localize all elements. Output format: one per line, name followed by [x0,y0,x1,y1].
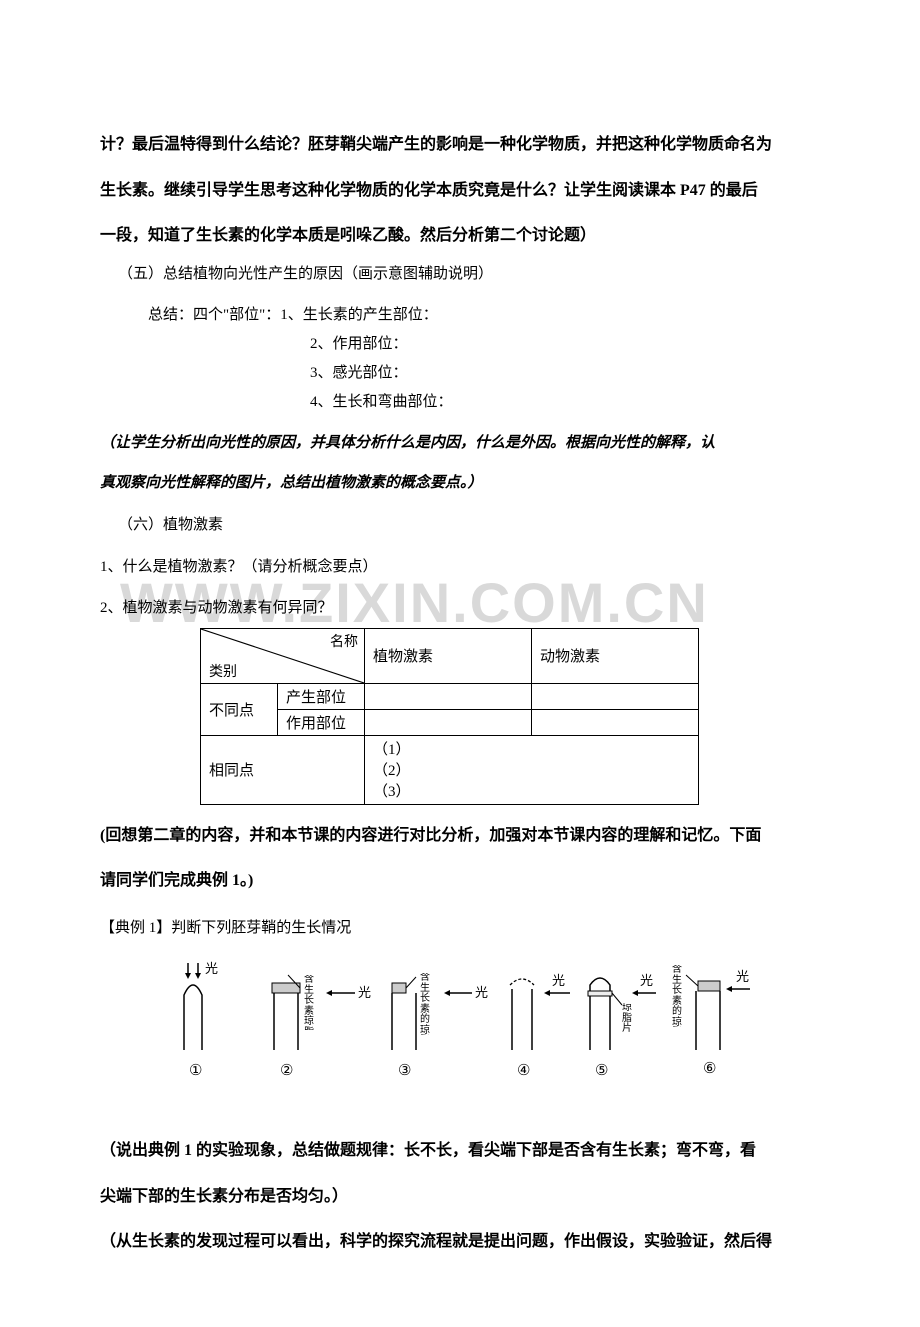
diagram-svg: 光 ① 含生长素琼脂块 光 ② [170,955,750,1095]
same-1: （1） [373,738,690,759]
diagram-item-4: 光 ④ [510,973,570,1079]
diagram-num-5: ⑤ [595,1063,608,1079]
col-plant: 植物激素 [365,628,532,683]
diagram-block-2: 含生长素的琼脂块 [418,973,432,1035]
diagram-item-3: 含生长素的琼脂块 光 ③ [392,973,488,1079]
section5-title: （五）总结植物向光性产生的原因（画示意图辅助说明） [100,261,820,288]
cell-empty [365,683,532,709]
section6-q1: 1、什么是植物激素？（请分析概念要点） [100,554,820,581]
hormone-table: 名称 类别 植物激素 动物激素 不同点 产生部位 作用部位 相同点 （1 [200,628,699,805]
diagram-light-2: 光 [358,985,371,1000]
diagram-block-1: 含生长素琼脂块 [302,975,316,1030]
diagram-num-4: ④ [517,1063,530,1079]
diagram-item-6: 含生长素的琼脂块 光 ⑥ [670,965,750,1077]
section6-title: （六）植物激素 [100,512,820,539]
cell-empty [365,709,532,735]
recall-line-1: (回想第二章的内容，并和本节课的内容进行对比分析，加强对本节课内容的理解和记忆。… [100,815,820,857]
section6-q2: 2、植物激素与动物激素有何异同？ [100,595,820,622]
diagram-num-1: ① [189,1063,202,1079]
recall-line-2: 请同学们完成典例 1。) [100,860,820,902]
coleoptile-diagram: 光 ① 含生长素琼脂块 光 ② [100,955,820,1100]
same-2: （2） [373,759,690,780]
diagram-num-3: ③ [398,1063,411,1079]
diagram-num-2: ② [280,1063,293,1079]
diagram-item-1: 光 ① [184,961,218,1079]
row-diff-a: 产生部位 [278,683,365,709]
diagram-light-1: 光 [205,961,218,976]
table-row: 不同点 产生部位 [201,683,699,709]
intro-line-1: 计？最后温特得到什么结论？胚芽鞘尖端产生的影响是一种化学物质，并把这种化学物质命… [100,124,820,166]
diagram-agar-slice: 琼脂片 [620,1003,634,1035]
col-animal: 动物激素 [532,628,699,683]
diagram-num-6: ⑥ [703,1061,716,1077]
diagram-light-5: 光 [640,973,653,988]
intro-line-3: 一段，知道了生长素的化学本质是吲哚乙酸。然后分析第二个讨论题） [100,215,820,257]
example1-title: 【典例 1】判断下列胚芽鞘的生长情况 [100,916,820,937]
section5-p4: 4、生长和弯曲部位： [100,389,820,416]
table-row: 名称 类别 植物激素 动物激素 [201,628,699,683]
conclusion-line-3: （从生长素的发现过程可以看出，科学的探究流程就是提出问题，作出假设，实验验证，然… [100,1221,820,1263]
section5-guide-1: （让学生分析出向光性的原因，并具体分析什么是内因，什么是外因。根据向光性的解释，… [100,431,820,457]
diagram-light-3: 光 [475,985,488,1000]
diag-cat-label: 类别 [209,661,237,681]
diag-name-label: 名称 [330,631,358,651]
table-row: 相同点 （1） （2） （3） [201,735,699,804]
diagram-item-5: 琼脂片 光 ⑤ [588,973,656,1079]
row-same-label: 相同点 [201,735,365,804]
section5-p2: 2、作用部位： [100,331,820,358]
same-3: （3） [373,780,690,801]
row-diff-b: 作用部位 [278,709,365,735]
cell-empty [532,709,699,735]
row-diff-label: 不同点 [201,683,278,735]
section5-guide-2: 真观察向光性解释的图片，总结出植物激素的概念要点。） [100,471,820,497]
section5-p3: 3、感光部位： [100,360,820,387]
row-same-cell: （1） （2） （3） [365,735,699,804]
diagram-block-3: 含生长素的琼脂块 [670,965,684,1027]
conclusion-line-2: 尖端下部的生长素分布是否均匀。） [100,1176,820,1218]
diagram-light-4: 光 [552,973,565,988]
section5-summary-lead: 总结：四个"部位"：1、生长素的产生部位： [100,302,820,329]
intro-line-2: 生长素。继续引导学生思考这种化学物质的化学本质究竟是什么？让学生阅读课本 P47… [100,170,820,212]
diagram-item-2: 含生长素琼脂块 光 ② [272,975,371,1079]
cell-empty [532,683,699,709]
table-diag-cell: 名称 类别 [201,628,365,683]
conclusion-line-1: （说出典例 1 的实验现象，总结做题规律：长不长，看尖端下部是否含有生长素；弯不… [100,1130,820,1172]
diagram-light-6: 光 [736,969,749,984]
